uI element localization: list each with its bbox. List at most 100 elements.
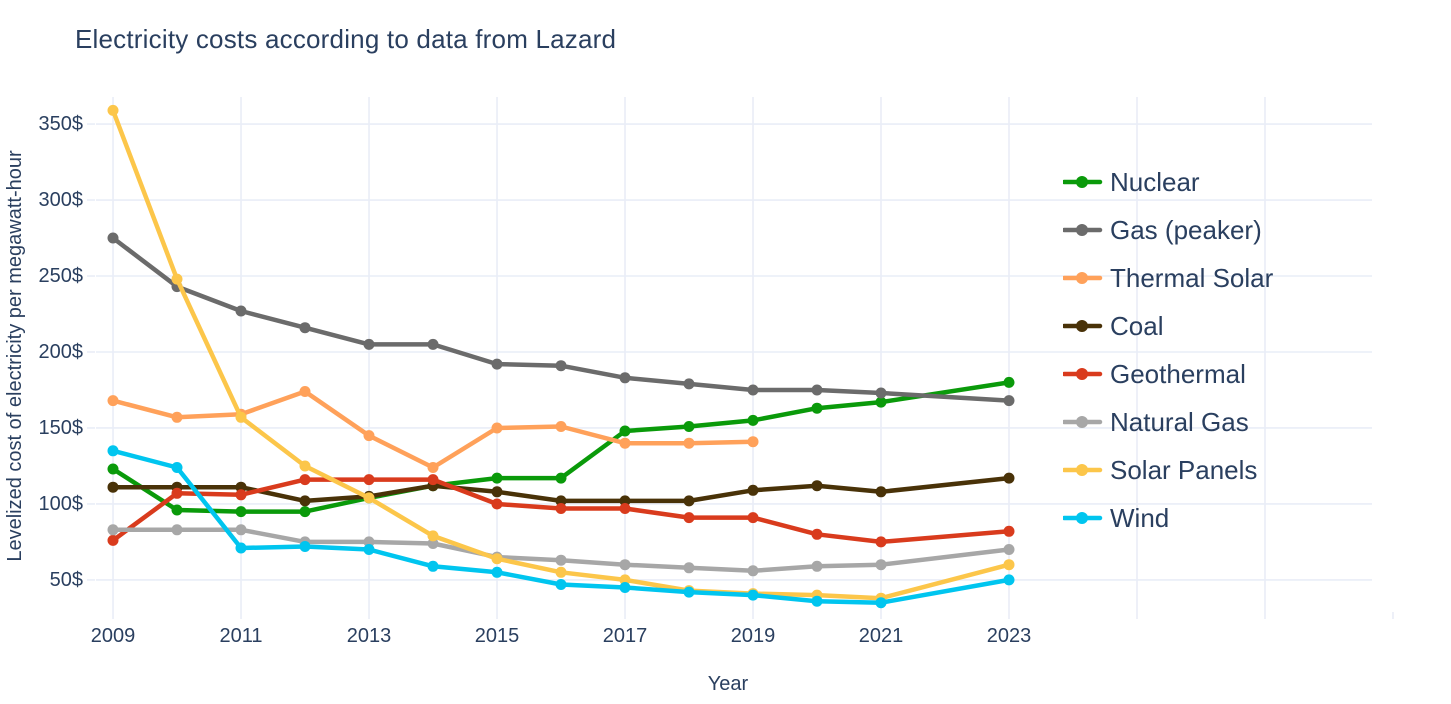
legend-swatch-natural-gas (1063, 416, 1103, 428)
y-tick-label: 150$ (39, 417, 84, 439)
data-point-geothermal (235, 489, 247, 501)
data-point-geothermal (107, 534, 119, 546)
series-markers-gas-peaker (107, 232, 1015, 407)
data-point-geothermal (299, 474, 311, 486)
data-point-wind (683, 586, 695, 598)
data-point-wind (555, 579, 567, 590)
data-point-coal (299, 495, 311, 507)
x-tick-label: 2023 (987, 625, 1032, 647)
x-tick-label: 2013 (347, 625, 392, 647)
data-point-gas-peaker (875, 387, 887, 399)
data-point-nuclear (107, 463, 119, 475)
data-point-solar-panels (363, 492, 375, 504)
legend-item-thermal-solar[interactable]: Thermal Solar (1063, 254, 1273, 302)
legend-item-geothermal[interactable]: Geothermal (1063, 350, 1273, 398)
legend-label-wind: Wind (1110, 502, 1170, 533)
legend-item-coal[interactable]: Coal (1063, 302, 1273, 350)
legend-marker-natural-gas (1076, 416, 1088, 428)
data-point-natural-gas (171, 524, 183, 536)
x-tick-label: 2019 (731, 625, 776, 647)
legend-marker-coal (1076, 320, 1088, 332)
data-point-coal (235, 481, 247, 493)
data-point-wind (1003, 574, 1015, 586)
data-point-coal (811, 480, 823, 492)
data-point-wind (235, 542, 247, 554)
data-point-coal (683, 495, 695, 507)
data-point-solar-panels (1003, 559, 1015, 571)
data-point-thermal-solar (619, 437, 631, 449)
data-point-solar-panels (235, 411, 247, 423)
series-line-coal (110, 475, 1012, 504)
x-axis-title: Year (708, 673, 749, 695)
data-point-wind (491, 566, 503, 578)
data-point-nuclear (683, 421, 695, 432)
data-point-gas-peaker (235, 305, 247, 317)
data-point-nuclear (1003, 376, 1015, 388)
data-point-gas-peaker (683, 378, 695, 390)
data-point-solar-panels (299, 460, 311, 472)
data-point-wind (619, 582, 631, 593)
data-point-geothermal (491, 498, 503, 510)
series-line-geothermal (110, 477, 1012, 545)
data-point-coal (107, 481, 119, 493)
data-point-natural-gas (363, 536, 375, 548)
legend-marker-geothermal (1076, 368, 1088, 380)
series-line-natural-gas (110, 527, 1012, 574)
data-point-geothermal (171, 487, 183, 499)
data-point-natural-gas (107, 524, 119, 536)
data-point-solar-panels (619, 574, 631, 586)
legend-label-natural-gas: Natural Gas (1110, 406, 1249, 437)
data-point-coal (491, 486, 503, 498)
data-point-geothermal (427, 474, 439, 486)
data-point-natural-gas (427, 538, 439, 549)
legend-item-gas-peaker[interactable]: Gas (peaker) (1063, 206, 1273, 254)
y-tick-label: 50$ (50, 569, 83, 591)
legend-label-coal: Coal (1110, 310, 1164, 341)
data-point-nuclear (619, 425, 631, 437)
legend: Nuclear Gas (peaker) Thermal Solar Coal Geot… (1063, 158, 1273, 542)
legend-item-wind[interactable]: Wind (1063, 494, 1273, 542)
data-point-solar-panels (427, 530, 439, 542)
series-layer (107, 104, 1015, 609)
x-tick-label: 2017 (603, 625, 648, 647)
series-line-nuclear (110, 380, 1012, 514)
legend-swatch-solar-panels (1063, 464, 1103, 476)
series-markers-coal (107, 472, 1015, 507)
data-point-nuclear (171, 504, 183, 516)
data-point-wind (107, 445, 119, 457)
legend-item-nuclear[interactable]: Nuclear (1063, 158, 1273, 206)
series-markers-geothermal (107, 474, 1015, 548)
data-point-natural-gas (747, 565, 759, 577)
data-point-nuclear (811, 402, 823, 414)
x-tick-label: 2021 (859, 625, 904, 647)
series-markers-natural-gas (107, 524, 1015, 577)
legend-label-solar-panels: Solar Panels (1110, 454, 1258, 485)
data-point-wind (875, 597, 887, 609)
data-point-gas-peaker (299, 322, 311, 334)
data-point-thermal-solar (683, 437, 695, 449)
data-point-solar-panels (107, 104, 119, 116)
legend-item-natural-gas[interactable]: Natural Gas (1063, 398, 1273, 446)
data-point-thermal-solar (363, 430, 375, 442)
legend-swatch-wind (1063, 512, 1103, 524)
data-point-wind (171, 462, 183, 473)
data-point-gas-peaker (555, 360, 567, 372)
y-axis-title: Levelized cost of electricity per megawa… (4, 150, 26, 562)
legend-swatch-nuclear (1063, 176, 1103, 188)
data-point-geothermal (619, 503, 631, 514)
data-point-thermal-solar (491, 422, 503, 434)
y-tick-label: 200$ (39, 341, 84, 363)
data-point-thermal-solar (747, 436, 759, 448)
data-point-gas-peaker (1003, 395, 1015, 407)
legend-item-solar-panels[interactable]: Solar Panels (1063, 446, 1273, 494)
data-point-wind (747, 589, 759, 601)
data-point-geothermal (555, 503, 567, 514)
data-point-thermal-solar (107, 395, 119, 407)
data-point-nuclear (747, 414, 759, 426)
x-tick-label: 2009 (91, 625, 136, 647)
data-point-coal (619, 495, 631, 507)
y-tick-label: 350$ (39, 113, 84, 135)
data-point-geothermal (747, 512, 759, 524)
